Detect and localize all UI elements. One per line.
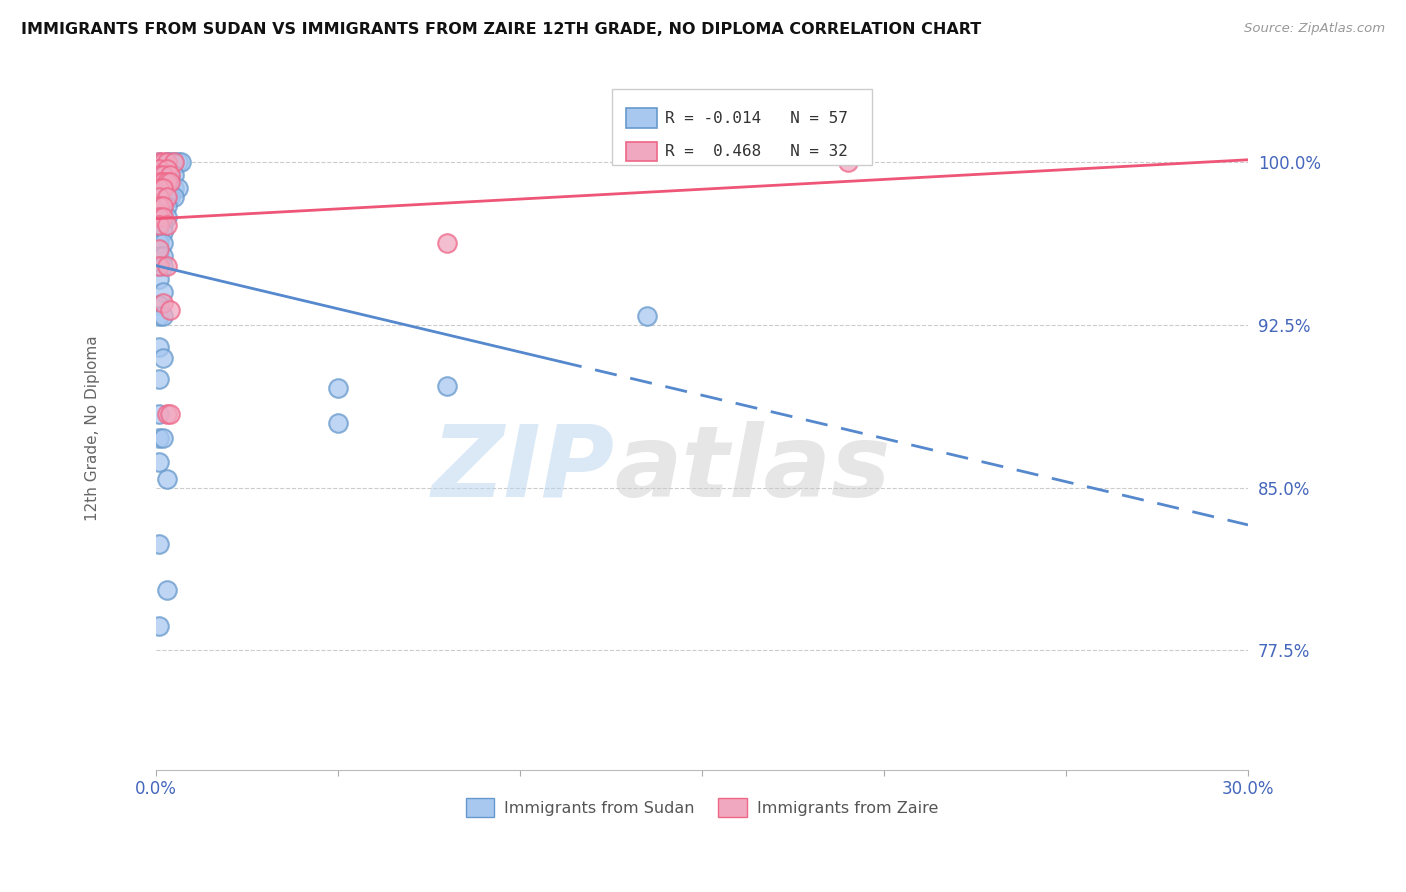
Point (148, 340, 170, 354)
Point (156, 199, 179, 213)
Point (152, 155, 174, 169)
Point (159, 407, 181, 421)
Point (148, 242, 170, 256)
Point (152, 210, 174, 224)
Point (436, 378, 458, 392)
Point (156, 175, 179, 189)
Point (326, 381, 349, 395)
Point (163, 155, 186, 169)
Point (156, 472, 179, 486)
Point (148, 407, 170, 421)
Point (148, 619, 170, 633)
Point (148, 272, 170, 286)
Point (436, 235, 458, 250)
Point (152, 248, 174, 262)
Point (152, 225, 174, 239)
Point (837, 155, 859, 169)
Point (152, 199, 174, 213)
Point (148, 199, 170, 213)
Point (148, 372, 170, 386)
Legend: Immigrants from Sudan, Immigrants from Zaire: Immigrants from Sudan, Immigrants from Z… (460, 792, 945, 823)
Point (148, 225, 170, 239)
Point (326, 416, 349, 430)
Point (148, 298, 170, 312)
Point (148, 537, 170, 551)
Text: R = -0.014   N = 57: R = -0.014 N = 57 (665, 111, 848, 126)
Point (166, 181, 188, 195)
Point (152, 175, 174, 189)
Point (156, 260, 179, 274)
Point (152, 175, 174, 189)
Point (152, 235, 174, 250)
Point (159, 181, 181, 195)
Point (148, 260, 170, 274)
Point (636, 310, 658, 324)
Point (148, 210, 170, 224)
Text: Source: ZipAtlas.com: Source: ZipAtlas.com (1244, 22, 1385, 36)
Point (156, 161, 179, 176)
Text: ZIP: ZIP (432, 420, 614, 517)
Point (152, 199, 174, 213)
Point (156, 407, 179, 421)
Point (148, 161, 170, 176)
Point (156, 190, 179, 204)
Point (156, 155, 179, 169)
Point (148, 235, 170, 250)
Text: atlas: atlas (614, 420, 891, 517)
Point (148, 155, 170, 169)
Point (148, 260, 170, 274)
Point (152, 210, 174, 224)
Point (159, 175, 181, 189)
Point (148, 431, 170, 445)
Point (159, 302, 181, 317)
Point (156, 210, 179, 224)
Point (166, 155, 188, 169)
Point (148, 169, 170, 183)
Point (148, 310, 170, 324)
Point (152, 285, 174, 300)
Point (148, 210, 170, 224)
Point (156, 175, 179, 189)
Point (163, 190, 186, 204)
Point (148, 181, 170, 195)
Point (152, 218, 174, 232)
Point (156, 155, 179, 169)
Point (148, 190, 170, 204)
Point (148, 248, 170, 262)
Point (152, 310, 174, 324)
Point (156, 218, 179, 232)
Point (148, 218, 170, 232)
Point (156, 190, 179, 204)
Point (159, 169, 181, 183)
Point (159, 175, 181, 189)
Point (159, 169, 181, 183)
Point (159, 155, 181, 169)
Point (152, 190, 174, 204)
Point (152, 161, 174, 176)
Point (163, 169, 186, 183)
Point (152, 169, 174, 183)
Point (156, 582, 179, 597)
Point (163, 181, 186, 195)
Point (148, 218, 170, 232)
Point (152, 296, 174, 310)
Point (170, 155, 193, 169)
Point (152, 431, 174, 445)
Text: R =  0.468   N = 32: R = 0.468 N = 32 (665, 144, 848, 159)
Point (152, 169, 174, 183)
Point (152, 181, 174, 195)
Y-axis label: 12th Grade, No Diploma: 12th Grade, No Diploma (86, 335, 100, 521)
Point (148, 155, 170, 169)
Point (156, 181, 179, 195)
Point (148, 175, 170, 189)
Point (152, 260, 174, 274)
Point (152, 351, 174, 365)
Point (156, 161, 179, 176)
Point (159, 190, 181, 204)
Text: IMMIGRANTS FROM SUDAN VS IMMIGRANTS FROM ZAIRE 12TH GRADE, NO DIPLOMA CORRELATIO: IMMIGRANTS FROM SUDAN VS IMMIGRANTS FROM… (21, 22, 981, 37)
Point (163, 155, 186, 169)
Point (148, 455, 170, 469)
